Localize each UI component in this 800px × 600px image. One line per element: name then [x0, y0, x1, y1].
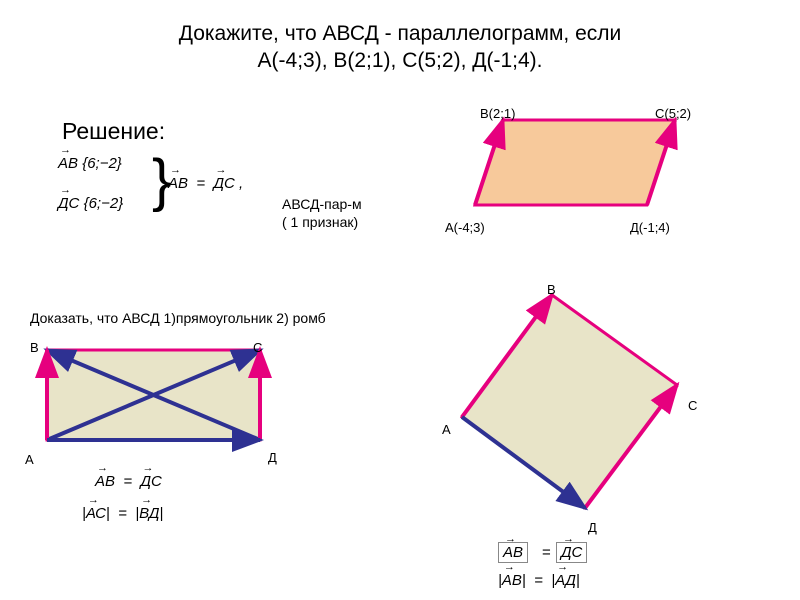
p-label-a: А(-4;3): [445, 220, 485, 235]
rh-label-d: Д: [588, 520, 597, 535]
vec-ab-coords: {6;−2}: [82, 155, 122, 172]
p-label-d: Д(-1;4): [630, 220, 670, 235]
r-label-c: С: [253, 340, 262, 355]
title-line1: Докажите, что АВСД - параллелограмм, есл…: [179, 22, 622, 45]
proof-statement: Доказать, что АВСД 1)прямоугольник 2) ро…: [30, 310, 326, 326]
rect-eq2: |АС| = |ВД|: [82, 505, 163, 522]
proof-text: АВСД-пар-м ( 1 признак): [282, 195, 362, 231]
rect-eq1: АВ = ДС: [95, 473, 162, 490]
rh-label-b: В: [547, 282, 556, 297]
vector-equality: АВ = ДС ,: [168, 175, 243, 192]
rh-eq2: |АВ| = |АД|: [498, 572, 580, 589]
vec-dc-name: ДС: [58, 195, 79, 212]
vector-ab: АВ {6;−2}: [58, 155, 122, 172]
vector-dc: ДС {6;−2}: [58, 195, 123, 212]
parallelogram-figure: [425, 100, 745, 230]
rh-label-a: А: [442, 422, 451, 437]
rh-eq1-op: =: [542, 544, 551, 561]
proof-line2: ( 1 признак): [282, 214, 358, 230]
page-title: Докажите, что АВСД - параллелограмм, есл…: [0, 20, 800, 75]
vec-eq-lhs: АВ: [168, 175, 188, 192]
rh-eq1b: ДС: [556, 542, 587, 563]
rh-eq1: АВ: [498, 542, 528, 563]
vec-ab-name: АВ: [58, 155, 78, 172]
r-label-b: В: [30, 340, 39, 355]
r-label-d: Д: [268, 450, 277, 465]
vec-eq-rhs: ДС: [213, 175, 234, 192]
rhombus-figure: [427, 280, 717, 550]
p-label-b: В(2;1): [480, 106, 515, 121]
solution-label: Решение:: [62, 118, 165, 145]
p-label-c: С(5;2): [655, 106, 691, 121]
rh-label-c: С: [688, 398, 697, 413]
r-label-a: А: [25, 452, 34, 467]
title-line2: А(-4;3), В(2;1), С(5;2), Д(-1;4).: [258, 49, 543, 72]
proof-line1: АВСД-пар-м: [282, 196, 362, 212]
vec-dc-coords: {6;−2}: [84, 195, 124, 212]
